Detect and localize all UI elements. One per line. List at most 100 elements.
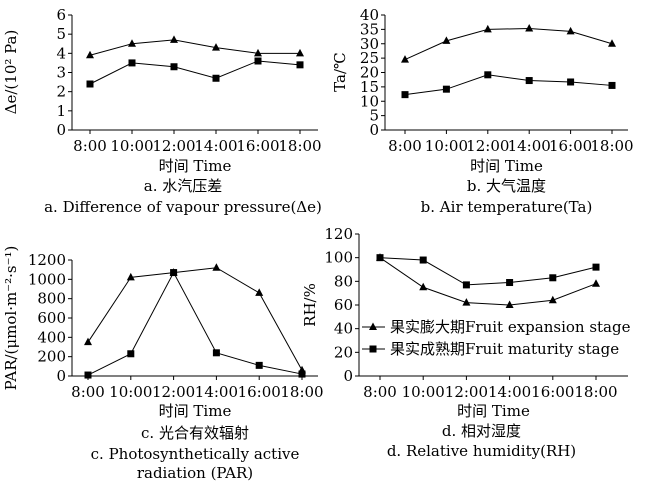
x-tick-label: 18:00 (280, 383, 323, 401)
x-tick-label: 10:00 (109, 383, 152, 401)
caption-en: c. Photosynthetically active (91, 445, 300, 463)
x-tick-label: 10:00 (110, 137, 153, 155)
data-point (484, 71, 492, 79)
data-point (127, 350, 135, 358)
y-tick-label: 6 (56, 6, 66, 24)
data-point (419, 282, 428, 291)
x-tick-label: 8:00 (388, 137, 422, 155)
series-triangle (401, 24, 616, 63)
data-point (128, 39, 136, 47)
x-tick-label: 16:00 (549, 137, 592, 155)
data-point (442, 85, 450, 93)
y-tick-label: 3 (56, 64, 66, 82)
data-point (84, 337, 92, 346)
legend: 果实膨大期Fruit expansion stage 果实成熟期Fruit mat… (362, 318, 631, 358)
data-point (592, 263, 600, 271)
data-point (296, 48, 304, 57)
data-point (212, 263, 221, 271)
data-point (255, 288, 264, 296)
y-axis-label: Δe/(10² Pa) (2, 30, 20, 115)
y-tick-label: 0 (343, 367, 353, 385)
series-square (376, 254, 600, 289)
caption-cn: d. 相对湿度 (442, 422, 521, 440)
data-point (525, 24, 534, 32)
y-tick-label: 5 (56, 25, 66, 43)
x-tick-label: 12:00 (152, 383, 195, 401)
x-tick-label: 16:00 (531, 383, 574, 401)
data-point (506, 279, 514, 287)
y-tick-label: 2 (56, 83, 66, 101)
y-tick-label: 4 (56, 44, 66, 62)
series-line (87, 267, 303, 371)
data-point (254, 57, 262, 65)
data-point (170, 269, 178, 277)
y-tick-label: 120 (324, 225, 353, 243)
series-line (89, 39, 300, 56)
y-tick-label: 100 (324, 249, 353, 267)
data-point (592, 279, 600, 287)
data-point (86, 80, 94, 88)
x-axis-label: 时间 Time (159, 402, 232, 420)
legend-marker-triangle (369, 322, 377, 330)
data-point (376, 254, 384, 262)
y-tick-label: 60 (334, 296, 353, 314)
x-tick-label: 12:00 (152, 137, 195, 155)
y-tick-label: 800 (37, 290, 66, 308)
y-tick-label: 25 (360, 49, 379, 67)
x-tick-label: 10:00 (402, 383, 445, 401)
data-point (505, 300, 514, 308)
data-point (401, 91, 409, 99)
y-axis-label: PAR/(μmol·m⁻²·s⁻¹) (2, 246, 20, 391)
chart-panel-d: 0 20 40 60 80 100 120 8:00 10:00 12:00 14:00 16:00 1… (301, 225, 631, 460)
data-point (567, 78, 575, 86)
y-tick-label: 1200 (28, 251, 66, 269)
caption-en: b. Air temperature(Ta) (421, 198, 593, 216)
caption-en: d. Relative humidity(RH) (387, 442, 576, 460)
x-tick-label: 16:00 (238, 383, 281, 401)
x-tick-label: 12:00 (466, 137, 509, 155)
data-point (128, 59, 136, 67)
data-point (549, 274, 557, 282)
series-line (404, 74, 613, 96)
x-tick-label: 18:00 (590, 137, 633, 155)
x-axis-label: 时间 Time (457, 402, 530, 420)
y-tick-label: 35 (360, 20, 379, 38)
x-tick-label: 14:00 (508, 137, 551, 155)
data-point (442, 36, 451, 44)
y-tick-label: 30 (360, 35, 379, 53)
caption-cn: b. 大气温度 (467, 177, 546, 195)
caption-cn: c. 光合有效辐射 (141, 424, 249, 442)
data-point (254, 48, 262, 57)
series-line (87, 271, 303, 376)
x-axis-label: 时间 Time (470, 157, 543, 175)
x-tick-label: 14:00 (194, 137, 237, 155)
data-point (86, 50, 94, 59)
y-tick-label: 5 (369, 107, 379, 125)
series-square (401, 71, 616, 99)
data-point (419, 256, 427, 264)
y-tick-label: 0 (56, 367, 66, 385)
x-tick-label: 8:00 (73, 137, 107, 155)
data-point (608, 39, 616, 47)
series-square (86, 57, 304, 88)
data-point (84, 371, 92, 379)
y-tick-label: 20 (360, 64, 379, 82)
data-point (462, 298, 471, 306)
y-tick-label: 0 (56, 121, 66, 139)
x-tick-label: 12:00 (445, 383, 488, 401)
y-axis-label: Ta/℃ (331, 52, 349, 92)
legend-marker-square (369, 345, 377, 353)
series-line (379, 257, 597, 306)
legend-label: 果实成熟期Fruit maturity stage (390, 340, 619, 358)
x-tick-label: 14:00 (488, 383, 531, 401)
data-point (462, 281, 470, 289)
x-tick-label: 18:00 (574, 383, 617, 401)
data-point (525, 77, 533, 85)
y-tick-label: 600 (37, 309, 66, 327)
y-tick-label: 1000 (28, 270, 66, 288)
legend-label: 果实膨大期Fruit expansion stage (390, 318, 631, 336)
data-point (483, 24, 492, 33)
